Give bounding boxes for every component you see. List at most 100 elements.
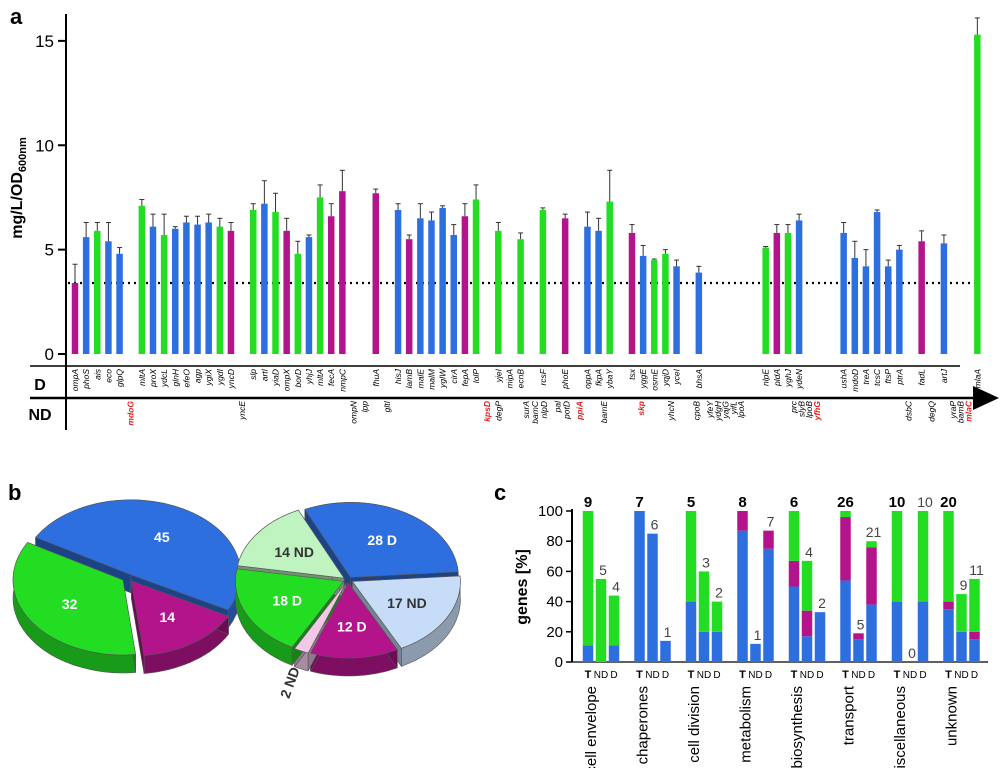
bar-ais [94, 230, 101, 354]
bar-lamB [405, 239, 413, 354]
bar-label-D: D [713, 670, 720, 681]
gene-label-nd-surA: surA [521, 401, 531, 419]
stack-green-cell-division-T [685, 511, 697, 602]
bar-ydeN [795, 220, 803, 354]
bar-tcsC [873, 212, 881, 354]
gene-label-d-yceI: yceI [672, 368, 682, 385]
bar-chart-panel-a: 0 5 10 15 mg/L/OD600nm D ND ompA phoS ais eco glpQ m… [9, 14, 999, 430]
stack-magenta-transport-ND [853, 633, 864, 640]
count-label-biosynthesis-ND: 4 [805, 544, 813, 560]
pie2-label-14-ND: 14 ND [274, 544, 314, 560]
stack-magenta-unknown-D [969, 631, 980, 640]
gene-label-d-mltA: mltA [137, 369, 147, 386]
y-tick-label-a: 10 [35, 136, 54, 155]
gene-label-d-ybaY: ybaY [605, 368, 615, 390]
bar-label-ND: ND [697, 670, 711, 681]
bar-ompA [71, 283, 79, 354]
stack-magenta-transport-D [866, 547, 877, 605]
gene-label-nd-ydgH: ydgH [713, 400, 723, 422]
gene-label-d-fhuA: fhuA [371, 369, 381, 387]
category-label-biosynthesis: biosynthesis [789, 686, 806, 768]
count-label-unknown-T: 20 [940, 494, 957, 511]
gene-label-d-glnH: glnH [170, 368, 180, 386]
stack-blue-miscellaneous-T [891, 601, 903, 662]
bar-artI [261, 203, 268, 354]
stack-magenta-unknown-T [943, 601, 954, 610]
bar-eco [105, 241, 112, 354]
count-label-chaperones-T: 7 [635, 494, 643, 511]
bar-ompX [283, 230, 290, 354]
bar-nmpC [339, 191, 346, 354]
gene-label-nd-yifL: yifL [728, 401, 738, 416]
pie2-slice-14-ND [237, 509, 345, 579]
y-tick-label-a: 5 [45, 241, 54, 260]
gene-label-d-nlpE: nlpE [761, 369, 771, 386]
axis-arrow [973, 386, 999, 410]
gene-label-nd-mdoG: mdoG [126, 401, 136, 426]
count-label-transport-T: 26 [837, 494, 854, 511]
gene-label-d-ompX: ompX [282, 369, 292, 392]
y-tick-label-a: 0 [45, 345, 54, 364]
gene-label-nd-bamE: bamE [599, 401, 609, 424]
y-tick-label-c: 60 [546, 563, 563, 580]
bar-yglW [439, 207, 446, 354]
gene-label-nd-ppiA: ppiA [575, 401, 585, 421]
stack-blue-unknown-T [943, 609, 954, 662]
pie1-label-14: 14 [160, 609, 176, 625]
bar-fkpA [595, 230, 602, 354]
gene-label-d-yiaD: yiaD [271, 369, 281, 387]
gene-label-d-yncD: yncD [226, 369, 236, 389]
pie2-label-18-D: 18 D [272, 592, 302, 608]
category-label-metabolism: metabolism [738, 686, 755, 763]
gene-label-d-yjeI: yjeI [493, 368, 503, 383]
stack-blue-cell-division-D [711, 631, 723, 662]
bar-label-D: D [765, 670, 772, 681]
count-label-transport-ND: 5 [857, 616, 865, 632]
count-label-cell-envelope-ND: 5 [599, 562, 607, 578]
count-label-metabolism-T: 8 [738, 494, 746, 511]
bar-label-D: D [662, 670, 669, 681]
bar-malE [417, 218, 424, 354]
gene-label-d-ydcL: ydcL [159, 369, 169, 388]
gene-label-d-rcsF: rcsF [538, 368, 548, 385]
bar-label-D: D [816, 670, 823, 681]
count-label-cell-envelope-T: 9 [584, 494, 592, 511]
count-label-miscellaneous-ND: 0 [908, 645, 916, 661]
bar-borD [294, 253, 302, 354]
bar-yggE [639, 255, 647, 354]
stack-blue-metabolism-D [763, 548, 774, 662]
bar-agp [194, 224, 201, 354]
pie2-slice-17-ND [351, 575, 461, 649]
count-label-chaperones-D: 1 [664, 624, 672, 640]
count-label-unknown-D: 11 [969, 562, 984, 578]
gene-label-nd-mlaC: mlaC [963, 400, 973, 422]
bar-label-T: T [636, 669, 643, 681]
stack-green-cell-envelope-T [582, 511, 594, 646]
count-label-unknown-ND: 9 [960, 577, 968, 593]
bar-label-D: D [868, 670, 875, 681]
gene-label-nd-dsbC: dsbC [903, 400, 913, 421]
stack-magenta-metabolism-T [737, 511, 748, 531]
bar-ecnB [517, 239, 524, 354]
pie2-slice-28-D [304, 502, 459, 578]
gene-label-d-ftsP: ftsP [883, 369, 893, 384]
gene-label-d-treA: treA [861, 369, 871, 385]
gene-label-nd-kpsD: kpsD [482, 401, 492, 422]
y-axis-label-a: mg/L/OD600nm [9, 137, 29, 239]
count-label-cell-division-ND: 3 [702, 554, 710, 570]
bar-proX [149, 226, 157, 354]
gene-label-d-mlaA: mlaA [972, 369, 982, 389]
panel-label-a: a [10, 4, 23, 29]
stack-blue-cell-envelope-D [608, 645, 620, 662]
gene-label-d-ygdI: ygdI [215, 368, 225, 386]
bar-yghJ [784, 232, 792, 354]
gene-label-d-phoE: phoE [560, 369, 570, 390]
gene-label-nd-yfhG: yfhG [812, 401, 822, 422]
bar-slp [249, 209, 257, 354]
pie2-label-12-D: 12 D [337, 618, 367, 634]
gene-label-d-ecnB: ecnB [516, 369, 526, 389]
count-label-transport-D: 21 [866, 524, 882, 540]
gene-label-nd-lpoA: lpoA [736, 401, 746, 418]
stack-blue-unknown-ND [956, 631, 967, 662]
